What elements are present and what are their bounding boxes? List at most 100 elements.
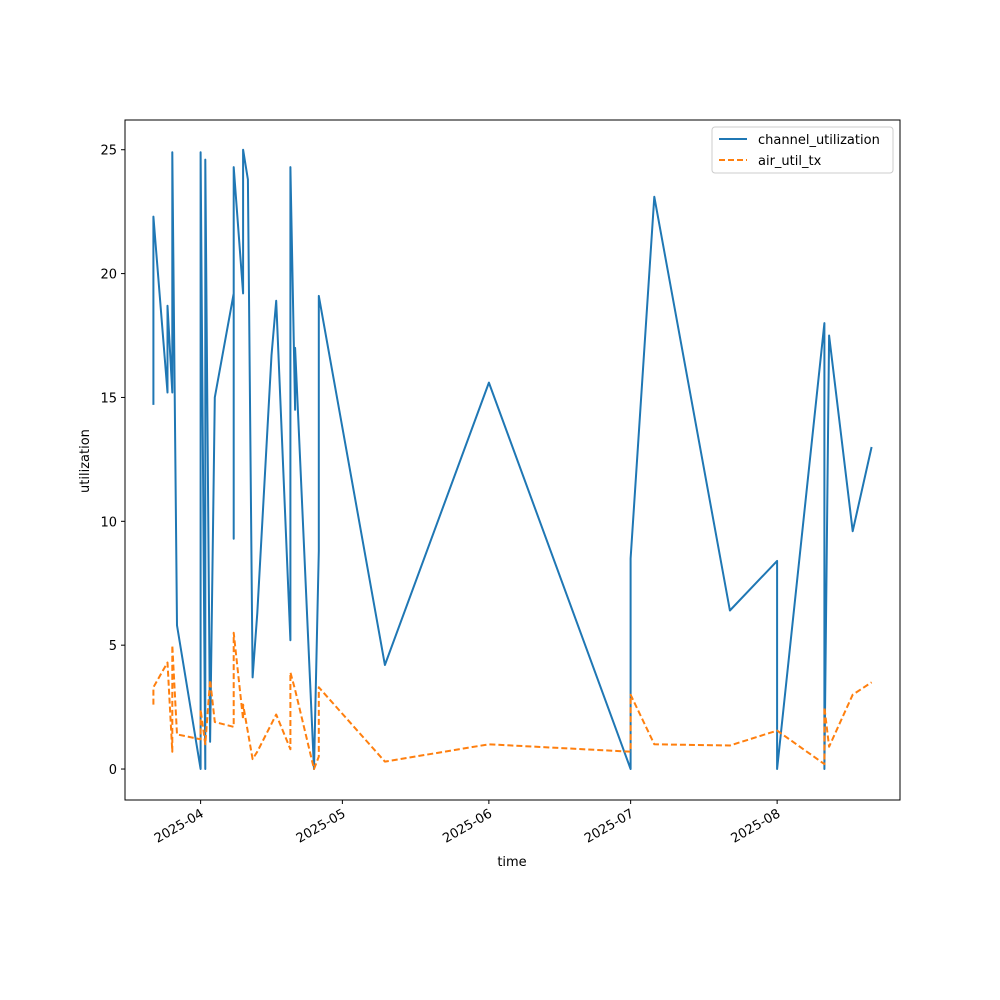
data-point-channel-utilization <box>488 382 490 384</box>
data-point-air-util-tx <box>313 768 315 770</box>
chart-marks <box>152 148 873 770</box>
data-point-air-util-tx <box>630 694 632 696</box>
data-point-air-util-tx <box>871 682 873 684</box>
data-point-channel-utilization <box>242 293 244 295</box>
x-tick-label: 2025-08 <box>729 806 784 846</box>
y-tick-label: 25 <box>100 144 117 159</box>
y-axis: 0 5 10 15 20 25 <box>100 144 125 778</box>
y-tick-label: 20 <box>100 268 117 283</box>
data-point-air-util-tx <box>824 763 826 765</box>
data-point-channel-utilization <box>252 677 254 679</box>
data-point-air-util-tx <box>275 714 277 716</box>
data-point-channel-utilization <box>257 612 259 614</box>
data-point-air-util-tx <box>153 687 155 689</box>
data-point-channel-utilization <box>294 409 296 411</box>
data-point-air-util-tx <box>233 726 235 728</box>
data-point-channel-utilization <box>824 322 826 324</box>
legend-label-air-util-tx: air_util_tx <box>758 154 822 169</box>
data-point-channel-utilization <box>776 768 778 770</box>
data-point-air-util-tx <box>729 745 731 747</box>
data-point-air-util-tx <box>200 709 202 711</box>
data-point-air-util-tx <box>257 751 259 753</box>
data-point-channel-utilization <box>209 741 211 743</box>
data-point-air-util-tx <box>172 751 174 753</box>
data-point-channel-utilization <box>271 355 273 357</box>
data-point-channel-utilization <box>153 216 155 218</box>
data-point-air-util-tx <box>200 739 202 741</box>
y-axis-label: utilization <box>78 429 93 493</box>
data-point-air-util-tx <box>828 746 830 748</box>
data-point-air-util-tx <box>209 679 211 681</box>
data-point-air-util-tx <box>318 687 320 689</box>
x-axis-label: time <box>497 855 526 870</box>
data-point-channel-utilization <box>205 159 207 161</box>
data-point-channel-utilization <box>275 300 277 302</box>
y-tick-label: 10 <box>100 515 117 530</box>
data-point-air-util-tx <box>214 721 216 723</box>
data-point-channel-utilization <box>233 223 235 225</box>
data-point-air-util-tx <box>384 761 386 763</box>
data-point-channel-utilization <box>290 166 292 168</box>
data-point-air-util-tx <box>153 704 155 706</box>
data-point-air-util-tx <box>167 662 169 664</box>
data-point-channel-utilization <box>247 179 249 181</box>
data-point-channel-utilization <box>318 526 320 528</box>
data-point-channel-utilization <box>776 560 778 562</box>
data-point-air-util-tx <box>290 672 292 674</box>
data-point-air-util-tx <box>290 748 292 750</box>
y-tick-label: 0 <box>109 763 117 778</box>
plot-frame <box>124 119 901 801</box>
data-point-channel-utilization <box>318 335 320 337</box>
data-point-air-util-tx <box>242 704 244 706</box>
series-line-air-util-tx <box>152 631 873 770</box>
data-point-air-util-tx <box>294 689 296 691</box>
legend-box <box>711 126 894 174</box>
data-point-channel-utilization <box>294 347 296 349</box>
data-point-air-util-tx <box>252 758 254 760</box>
data-point-channel-utilization <box>654 196 656 198</box>
data-point-channel-utilization <box>214 397 216 399</box>
legend: channel_utilization air_util_tx <box>711 126 894 174</box>
legend-label-channel-utilization: channel_utilization <box>758 133 880 148</box>
data-point-air-util-tx <box>852 694 854 696</box>
data-point-air-util-tx <box>176 734 178 736</box>
data-point-channel-utilization <box>630 558 632 560</box>
x-axis: 2025-04 2025-05 2025-06 2025-07 2025-08 <box>152 800 783 847</box>
data-point-channel-utilization <box>153 404 155 406</box>
data-point-channel-utilization <box>200 151 202 153</box>
data-point-channel-utilization <box>172 151 174 153</box>
data-point-air-util-tx <box>172 644 174 646</box>
data-point-air-util-tx <box>318 756 320 758</box>
data-point-air-util-tx <box>242 719 244 721</box>
x-tick-label: 2025-07 <box>582 806 637 846</box>
data-point-channel-utilization <box>318 295 320 297</box>
data-point-channel-utilization <box>233 293 235 295</box>
data-point-channel-utilization <box>318 550 320 552</box>
data-point-channel-utilization <box>871 446 873 448</box>
data-point-channel-utilization <box>167 392 169 394</box>
y-tick-label: 5 <box>109 639 117 654</box>
data-point-channel-utilization <box>242 149 244 151</box>
data-point-channel-utilization <box>630 768 632 770</box>
data-point-channel-utilization <box>290 639 292 641</box>
x-tick-label: 2025-05 <box>294 806 349 846</box>
series-line-channel-utilization <box>152 148 873 770</box>
data-point-channel-utilization <box>233 166 235 168</box>
x-tick-label: 2025-06 <box>440 806 495 846</box>
data-point-channel-utilization <box>233 538 235 540</box>
data-point-channel-utilization <box>824 768 826 770</box>
data-point-air-util-tx <box>824 706 826 708</box>
data-point-channel-utilization <box>205 768 207 770</box>
data-point-air-util-tx <box>630 751 632 753</box>
data-point-channel-utilization <box>852 530 854 532</box>
data-point-channel-utilization <box>729 610 731 612</box>
data-point-channel-utilization <box>172 392 174 394</box>
data-point-channel-utilization <box>167 305 169 307</box>
data-point-air-util-tx <box>488 744 490 746</box>
data-point-air-util-tx <box>233 632 235 634</box>
data-point-channel-utilization <box>200 768 202 770</box>
data-point-air-util-tx <box>776 730 778 732</box>
data-point-channel-utilization <box>176 625 178 627</box>
x-tick-label: 2025-04 <box>152 806 207 846</box>
